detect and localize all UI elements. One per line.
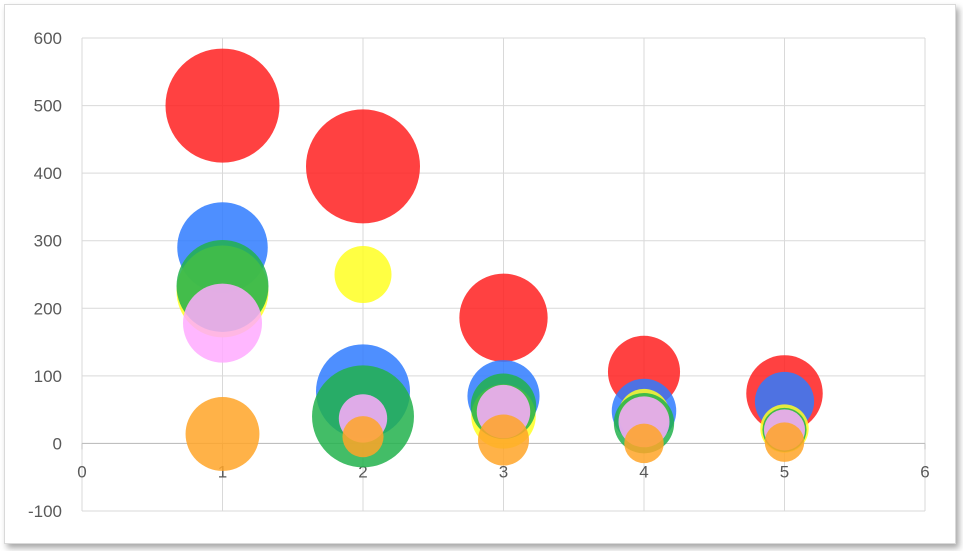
y-tick-labels: -100 0 100 200 300 400 500 600 xyxy=(28,29,62,521)
y-tick-label: 400 xyxy=(34,164,62,183)
bubble-series-6-point-1 xyxy=(185,397,260,471)
bubble-series-5-point-1 xyxy=(183,283,262,363)
bubbles xyxy=(165,48,823,471)
y-tick-label: 200 xyxy=(34,299,62,318)
y-tick-label: 100 xyxy=(34,367,62,386)
y-tick-label: 0 xyxy=(53,434,62,453)
bubble-series-6-point-3 xyxy=(478,414,529,466)
x-tick-label: 1 xyxy=(218,462,227,481)
x-tick-label: 2 xyxy=(358,462,367,481)
x-tick-label: 0 xyxy=(77,462,86,481)
bubble-series-1-point-3 xyxy=(459,273,548,362)
bubble-series-1-point-2 xyxy=(306,109,420,224)
x-tick-label: 3 xyxy=(499,462,508,481)
x-tick-label: 6 xyxy=(920,462,929,481)
x-tick-label: 5 xyxy=(780,462,789,481)
y-tick-label: 300 xyxy=(34,232,62,251)
bubble-series-6-point-5 xyxy=(764,422,805,462)
x-tick-labels: 0 1 2 3 4 5 6 xyxy=(77,462,929,481)
bubble-series-6-point-4 xyxy=(624,423,664,464)
bubble-series-6-point-2 xyxy=(342,416,384,458)
x-tick-label: 4 xyxy=(639,462,648,481)
y-tick-label: 600 xyxy=(34,29,62,48)
y-tick-label: 500 xyxy=(34,97,62,116)
bubble-series-3-point-2 xyxy=(334,246,392,303)
bubble-series-1-point-1 xyxy=(165,48,280,163)
y-tick-label: -100 xyxy=(28,502,62,521)
